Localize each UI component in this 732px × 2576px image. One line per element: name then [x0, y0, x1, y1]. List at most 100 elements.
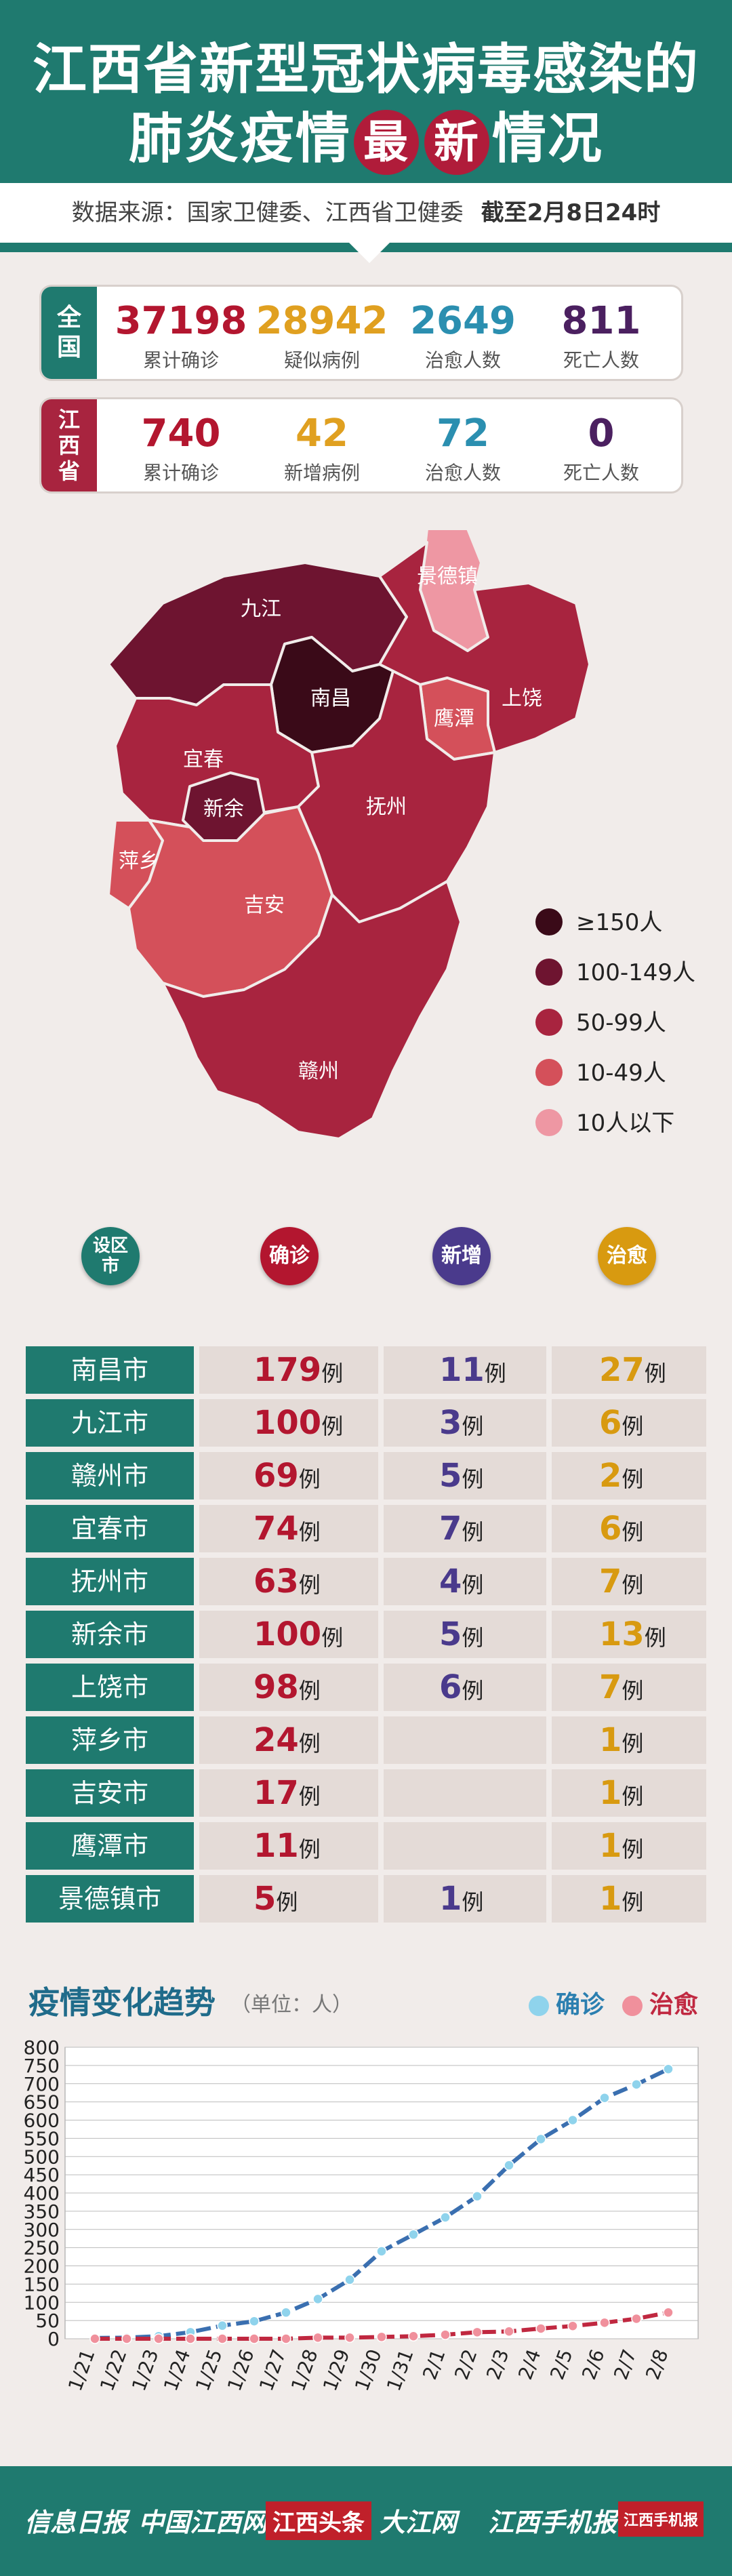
confirmed-value: 74	[253, 1510, 299, 1548]
logo-jiangxi-mobile: 江西手机报	[488, 2508, 617, 2537]
unit-label: 例	[321, 1625, 344, 1651]
unit-label: 例	[298, 1572, 321, 1598]
cured-value: 1	[599, 1774, 622, 1812]
cell-cured: 1例	[552, 1769, 706, 1817]
table-row: 萍乡市 24例 1例	[26, 1716, 706, 1764]
table-row: 吉安市 17 例 1例	[26, 1769, 706, 1817]
data-point-cured	[472, 2327, 483, 2338]
data-point-confirmed	[344, 2274, 355, 2285]
province-stats-card: 江 西 省 740 累计确诊 42 新增病例 72 治愈人数 0 死亡人数	[39, 397, 683, 494]
unit-label: 例	[298, 1519, 321, 1545]
cell-confirmed: 24例	[199, 1716, 378, 1764]
cell-new: 7例	[384, 1505, 546, 1552]
y-tick-label: 150	[24, 2273, 60, 2295]
x-tick-label: 1/23	[127, 2346, 163, 2394]
unit-label: 例	[622, 1572, 644, 1598]
x-tick-label: 1/21	[64, 2346, 100, 2394]
unit-label: 例	[298, 1836, 321, 1862]
y-tick-label: 250	[24, 2237, 60, 2259]
legend-label: ≥150人	[576, 909, 663, 936]
cell-new	[384, 1769, 546, 1817]
data-point-cured	[408, 2331, 419, 2341]
cell-confirmed: 11例	[199, 1822, 378, 1870]
cell-cured: 13例	[552, 1611, 706, 1658]
unit-label: 例	[276, 1889, 298, 1915]
cell-confirmed: 63例	[199, 1558, 378, 1605]
legend-swatch	[535, 1109, 563, 1136]
legend-label: 10-49人	[576, 1060, 666, 1087]
x-tick-label: 2/4	[514, 2346, 545, 2383]
confirmed-value: 11	[253, 1827, 299, 1865]
unit-label: 例	[622, 1836, 644, 1862]
cell-city: 景德镇市	[26, 1875, 194, 1923]
national-deaths: 811 死亡人数	[533, 287, 669, 373]
table-row: 上饶市 98例 6例 7例	[26, 1664, 706, 1711]
title-text-a: 肺炎疫情	[129, 107, 351, 170]
new-value: 7	[439, 1510, 462, 1548]
cell-new: 3例	[384, 1399, 546, 1447]
cell-new	[384, 1716, 546, 1764]
source-bar: 数据来源：国家卫健委、江西省卫健委 截至2月8日24时	[0, 183, 732, 243]
cell-cured: 1例	[552, 1875, 706, 1923]
cured-value: 13	[599, 1615, 645, 1653]
x-tick-label: 1/22	[96, 2346, 131, 2394]
confirmed-value: 17	[253, 1774, 299, 1812]
cell-cured: 1例	[552, 1716, 706, 1764]
data-point-confirmed	[631, 2079, 642, 2090]
logo-dajiang-net: 大江网	[380, 2508, 458, 2537]
unit-label: 例	[622, 1466, 644, 1492]
national-cured: 2649 治愈人数	[395, 287, 531, 373]
table-row: 景德镇市 5例 1例 1例	[26, 1875, 706, 1923]
new-value: 5	[439, 1457, 462, 1495]
trend-unit: （单位：人）	[230, 1993, 352, 2017]
data-point-cured	[249, 2333, 260, 2344]
unit-label: 例	[462, 1678, 484, 1704]
province-cured: 72 治愈人数	[395, 399, 531, 485]
cutoff-date: 截至2月8日24时	[481, 199, 661, 226]
stat-value: 811	[561, 299, 641, 343]
cured-value: 7	[599, 1563, 622, 1601]
x-tick-label: 2/5	[546, 2346, 577, 2383]
cell-new: 5例	[384, 1452, 546, 1500]
cell-cured: 7例	[552, 1664, 706, 1711]
x-tick-label: 2/2	[450, 2346, 481, 2383]
cell-city: 萍乡市	[26, 1716, 194, 1764]
cell-city: 赣州市	[26, 1452, 194, 1500]
data-point-cured	[344, 2332, 355, 2343]
cured-value: 1	[599, 1880, 622, 1918]
y-tick-label: 400	[24, 2182, 60, 2205]
data-point-cured	[281, 2333, 291, 2344]
unit-label: 例	[462, 1625, 484, 1651]
page-title-line2: 肺炎疫情最新情况	[0, 95, 732, 176]
header-confirmed: 确诊	[260, 1227, 319, 1285]
table-row: 鹰潭市 11例 1例	[26, 1822, 706, 1870]
data-point-confirmed	[408, 2229, 419, 2240]
x-tick-label: 2/1	[418, 2346, 449, 2383]
legend-cured: 治愈	[622, 1985, 698, 2020]
data-point-confirmed	[249, 2316, 260, 2327]
stat-label: 死亡人数	[563, 462, 639, 484]
cell-city: 吉安市	[26, 1769, 194, 1817]
data-point-cured	[504, 2326, 514, 2337]
table-row: 新余市 100例 5例 13例	[26, 1611, 706, 1658]
national-stats-card: 全 国 37198 累计确诊 28942 疑似病例 2649 治愈人数 811 …	[39, 285, 683, 381]
data-point-confirmed	[440, 2212, 451, 2223]
x-tick-label: 1/30	[350, 2346, 386, 2394]
stat-value: 72	[436, 411, 489, 456]
cell-new	[384, 1822, 546, 1870]
data-point-confirmed	[599, 2092, 610, 2104]
cured-value: 1	[599, 1721, 622, 1759]
cell-confirmed: 74例	[199, 1505, 378, 1552]
cell-city: 新余市	[26, 1611, 194, 1658]
cell-confirmed: 98例	[199, 1664, 378, 1711]
data-point-cured	[185, 2333, 196, 2344]
stat-label: 治愈人数	[424, 462, 501, 484]
unit-label: 例	[622, 1784, 644, 1809]
national-suspected: 28942 疑似病例	[254, 287, 390, 373]
data-point-cured	[567, 2320, 578, 2331]
new-value: 4	[439, 1563, 462, 1601]
y-tick-label: 350	[24, 2200, 60, 2223]
cell-new: 5例	[384, 1611, 546, 1658]
header-city-text: 设区市	[92, 1236, 128, 1276]
data-point-cured	[599, 2317, 610, 2329]
